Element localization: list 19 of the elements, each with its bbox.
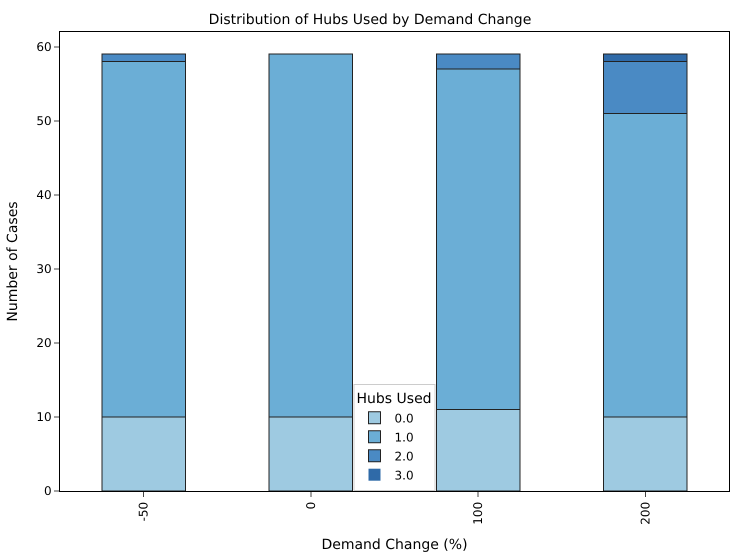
- legend-label: 0.0: [394, 411, 414, 426]
- x-tick-label: 200: [638, 502, 652, 525]
- y-tick-label: 30: [36, 262, 52, 276]
- chart-title: Distribution of Hubs Used by Demand Change: [208, 12, 532, 28]
- y-tick-label: 40: [36, 188, 52, 202]
- legend-title: Hubs Used: [356, 391, 432, 408]
- y-tick-label: 60: [36, 40, 52, 54]
- y-tick-label: 10: [36, 410, 52, 424]
- x-tick-label: -50: [136, 502, 151, 522]
- y-tick-label: 0: [44, 484, 52, 498]
- legend-label: 3.0: [394, 468, 414, 482]
- legend-label: 2.0: [394, 449, 414, 464]
- x-tick-label: 0: [304, 502, 318, 510]
- y-tick-label: 50: [36, 114, 52, 128]
- x-tick-label: 100: [471, 502, 486, 525]
- y-tick-label: 20: [36, 336, 52, 350]
- y-axis-title: Number of Cases: [4, 201, 21, 322]
- x-axis-title: Demand Change (%): [321, 537, 468, 554]
- legend-label: 1.0: [394, 430, 414, 444]
